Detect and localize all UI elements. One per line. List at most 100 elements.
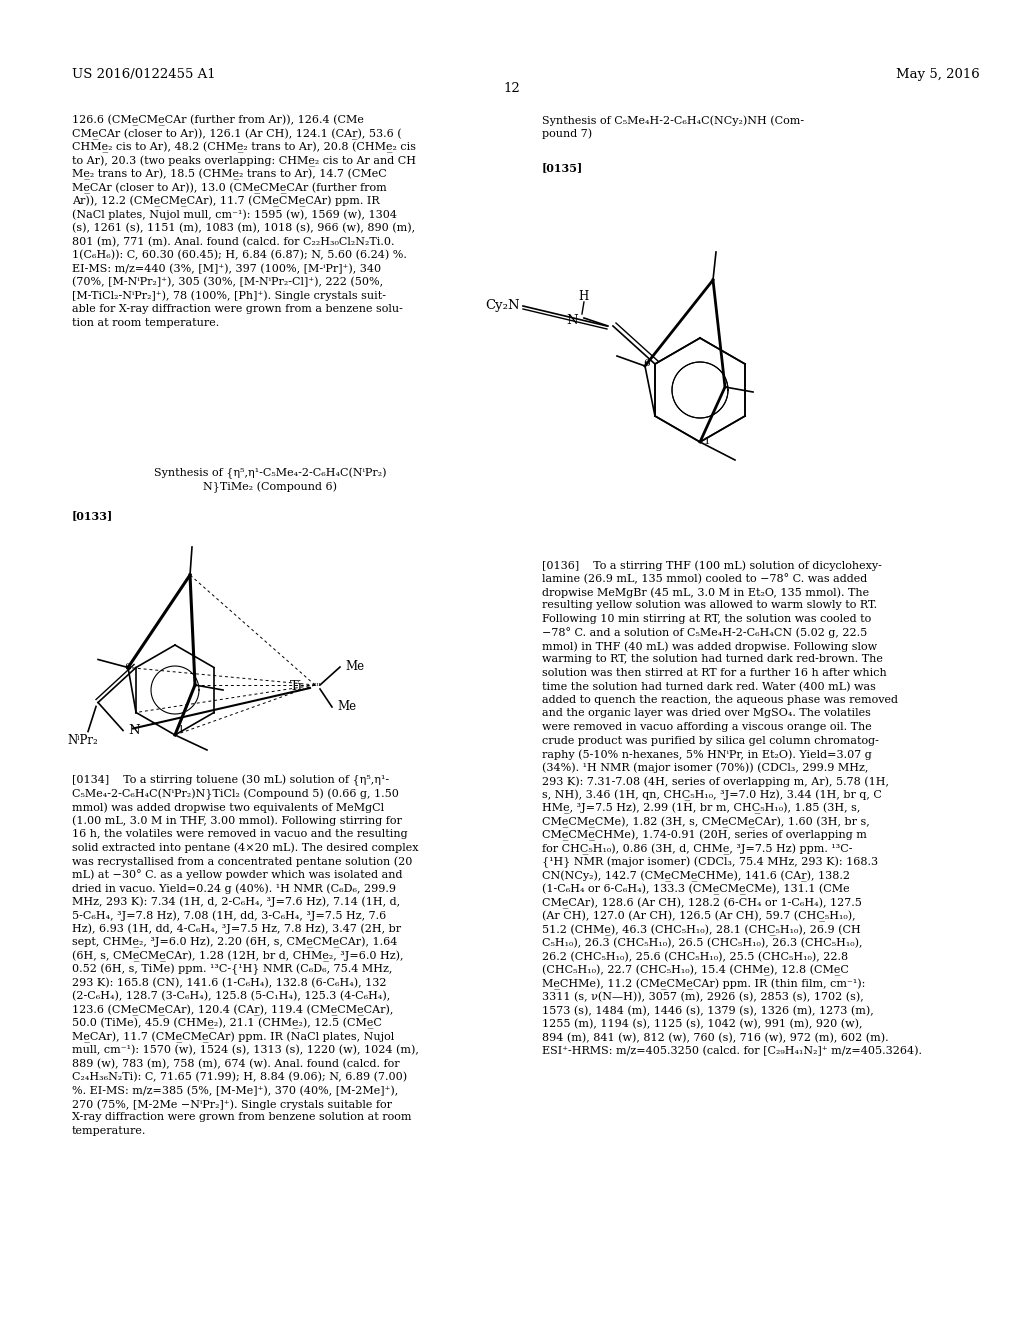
Text: mmol) was added dropwise two equivalents of MeMgCl: mmol) was added dropwise two equivalents… bbox=[72, 803, 384, 813]
Text: resulting yellow solution was allowed to warm slowly to RT.: resulting yellow solution was allowed to… bbox=[542, 601, 878, 610]
Text: (6H, s, CMe̲CMe̲CAr), 1.28 (12H, br d, CHMe̲₂, ³J=6.0 Hz),: (6H, s, CMe̲CMe̲CAr), 1.28 (12H, br d, C… bbox=[72, 950, 403, 962]
Text: 123.6 (CMe̲CMe̲CAr), 120.4 (CAr̲), 119.4 (CMe̲CMe̲CAr),: 123.6 (CMe̲CMe̲CAr), 120.4 (CAr̲), 119.4… bbox=[72, 1005, 393, 1016]
Text: Ar)), 12.2 (CMe̲CMe̲CAr), 11.7 (CMe̲CMe̲CAr) ppm. IR: Ar)), 12.2 (CMe̲CMe̲CAr), 11.7 (CMe̲CMe̲… bbox=[72, 195, 380, 207]
Text: [0133]: [0133] bbox=[72, 510, 114, 521]
Text: added to quench the reaction, the aqueous phase was removed: added to quench the reaction, the aqueou… bbox=[542, 696, 898, 705]
Text: C₅Me₄-2-C₆H₄C(NⁱPr₂)N}TiCl₂ (Compound 5) (0.66 g, 1.50: C₅Me₄-2-C₆H₄C(NⁱPr₂)N}TiCl₂ (Compound 5)… bbox=[72, 788, 399, 800]
Text: (NaCl plates, Nujol mull, cm⁻¹): 1595 (w), 1569 (w), 1304: (NaCl plates, Nujol mull, cm⁻¹): 1595 (w… bbox=[72, 210, 397, 220]
Text: CMe̲CAr), 128.6 (Ar CH), 128.2 (6-CH₄ or 1-C₆H₄), 127.5: CMe̲CAr), 128.6 (Ar CH), 128.2 (6-CH₄ or… bbox=[542, 898, 862, 908]
Text: to Ar), 20.3 (two peaks overlapping: CHMe̲₂ cis to Ar and CH: to Ar), 20.3 (two peaks overlapping: CHM… bbox=[72, 156, 416, 166]
Text: ESI⁺-HRMS: m/z=405.3250 (calcd. for [C₂₉H₄₁N₂]⁺ m/z=405.3264).: ESI⁺-HRMS: m/z=405.3250 (calcd. for [C₂₉… bbox=[542, 1045, 922, 1056]
Text: was recrystallised from a concentrated pentane solution (20: was recrystallised from a concentrated p… bbox=[72, 855, 413, 866]
Text: CMe̲CMe̲CMe), 1.82 (3H, s, CMe̲CMe̲CAr), 1.60 (3H, br s,: CMe̲CMe̲CMe), 1.82 (3H, s, CMe̲CMe̲CAr),… bbox=[542, 817, 869, 828]
Text: %. EI-MS: m/z=385 (5%, [M-Me]⁺), 370 (40%, [M-2Me]⁺),: %. EI-MS: m/z=385 (5%, [M-Me]⁺), 370 (40… bbox=[72, 1085, 398, 1096]
Text: able for X-ray diffraction were grown from a benzene solu-: able for X-ray diffraction were grown fr… bbox=[72, 304, 402, 314]
Text: 16 h, the volatiles were removed in vacuo and the resulting: 16 h, the volatiles were removed in vacu… bbox=[72, 829, 408, 840]
Text: (1-C₆H₄ or 6-C₆H₄), 133.3 (CMe̲CMe̲CMe), 131.1 (CMe: (1-C₆H₄ or 6-C₆H₄), 133.3 (CMe̲CMe̲CMe),… bbox=[542, 884, 850, 895]
Text: (34%). ¹H NMR (major isomer (70%)) (CDCl₃, 299.9 MHz,: (34%). ¹H NMR (major isomer (70%)) (CDCl… bbox=[542, 763, 868, 774]
Text: warming to RT, the solution had turned dark red-brown. The: warming to RT, the solution had turned d… bbox=[542, 655, 883, 664]
Text: Hz), 6.93 (1H, dd, 4-C₆H₄, ³J=7.5 Hz, 7.8 Hz), 3.47 (2H, br: Hz), 6.93 (1H, dd, 4-C₆H₄, ³J=7.5 Hz, 7.… bbox=[72, 924, 401, 935]
Text: 5-C₆H₄, ³J=7.8 Hz), 7.08 (1H, dd, 3-C₆H₄, ³J=7.5 Hz, 7.6: 5-C₆H₄, ³J=7.8 Hz), 7.08 (1H, dd, 3-C₆H₄… bbox=[72, 909, 386, 920]
Text: 6: 6 bbox=[643, 359, 650, 368]
Text: C₅H₁₀), 26.3 (CHC₅H₁₀), 26.5 (CHC₅H₁₀), 26.3 (CHC₅H₁₀),: C₅H₁₀), 26.3 (CHC₅H₁₀), 26.5 (CHC₅H₁₀), … bbox=[542, 939, 862, 948]
Text: 1: 1 bbox=[705, 437, 711, 446]
Text: 293 K): 165.8 (CN), 141.6 (1-C₆H₄), 132.8 (6-C₆H₄), 132: 293 K): 165.8 (CN), 141.6 (1-C₆H₄), 132.… bbox=[72, 978, 386, 987]
Text: sept, CHMe̲₂, ³J=6.0 Hz), 2.20 (6H, s, CMe̲CMe̲CAr), 1.64: sept, CHMe̲₂, ³J=6.0 Hz), 2.20 (6H, s, C… bbox=[72, 937, 397, 948]
Text: Following 10 min stirring at RT, the solution was cooled to: Following 10 min stirring at RT, the sol… bbox=[542, 614, 871, 624]
Text: mmol) in THF (40 mL) was added dropwise. Following slow: mmol) in THF (40 mL) was added dropwise.… bbox=[542, 642, 878, 652]
Text: and the organic layer was dried over MgSO₄. The volatiles: and the organic layer was dried over MgS… bbox=[542, 709, 870, 718]
Text: pound 7): pound 7) bbox=[542, 128, 592, 139]
Text: 293 K): 7.31-7.08 (4H, series of overlapping m, Ar), 5.78 (1H,: 293 K): 7.31-7.08 (4H, series of overlap… bbox=[542, 776, 889, 787]
Text: {¹H} NMR (major isomer) (CDCl₃, 75.4 MHz, 293 K): 168.3: {¹H} NMR (major isomer) (CDCl₃, 75.4 MHz… bbox=[542, 857, 879, 869]
Text: MHz, 293 K): 7.34 (1H, d, 2-C₆H₄, ³J=7.6 Hz), 7.14 (1H, d,: MHz, 293 K): 7.34 (1H, d, 2-C₆H₄, ³J=7.6… bbox=[72, 896, 400, 907]
Text: [0135]: [0135] bbox=[542, 162, 584, 173]
Text: 3311 (s, ν(N—H)), 3057 (m), 2926 (s), 2853 (s), 1702 (s),: 3311 (s, ν(N—H)), 3057 (m), 2926 (s), 28… bbox=[542, 993, 864, 1002]
Text: [0136]    To a stirring THF (100 mL) solution of dicyclohexy-: [0136] To a stirring THF (100 mL) soluti… bbox=[542, 560, 882, 570]
Text: N}TiMe₂ (Compound 6): N}TiMe₂ (Compound 6) bbox=[203, 482, 337, 492]
Text: H: H bbox=[579, 289, 589, 302]
Text: Ti: Ti bbox=[290, 681, 303, 693]
Text: 126.6 (CMe̲CMe̲CAr (further from Ar)), 126.4 (CMe: 126.6 (CMe̲CMe̲CAr (further from Ar)), 1… bbox=[72, 115, 364, 127]
Text: (Ar CH), 127.0 (Ar CH), 126.5 (Ar CH), 59.7 (CHC̲₅H₁₀),: (Ar CH), 127.0 (Ar CH), 126.5 (Ar CH), 5… bbox=[542, 911, 856, 923]
Text: lamine (26.9 mL, 135 mmol) cooled to −78° C. was added: lamine (26.9 mL, 135 mmol) cooled to −78… bbox=[542, 573, 867, 585]
Text: EI-MS: m/z=440 (3%, [M]⁺), 397 (100%, [M-ⁱPr]⁺), 340: EI-MS: m/z=440 (3%, [M]⁺), 397 (100%, [M… bbox=[72, 264, 381, 273]
Text: (s), 1261 (s), 1151 (m), 1083 (m), 1018 (s), 966 (w), 890 (m),: (s), 1261 (s), 1151 (m), 1083 (m), 1018 … bbox=[72, 223, 415, 234]
Text: CMe̲CAr (closer to Ar)), 126.1 (Ar CH), 124.1 (CAr̲), 53.6 (: CMe̲CAr (closer to Ar)), 126.1 (Ar CH), … bbox=[72, 128, 401, 140]
Text: (1.00 mL, 3.0 M in THF, 3.00 mmol). Following stirring for: (1.00 mL, 3.0 M in THF, 3.00 mmol). Foll… bbox=[72, 816, 401, 826]
Text: Me̲CAr), 11.7 (CMe̲CMe̲CAr) ppm. IR (NaCl plates, Nujol: Me̲CAr), 11.7 (CMe̲CMe̲CAr) ppm. IR (NaC… bbox=[72, 1031, 394, 1043]
Text: 51.2 (CHMe̲), 46.3 (CHC₅H₁₀), 28.1 (CHC̲₅H₁₀), 26.9 (CH: 51.2 (CHMe̲), 46.3 (CHC₅H₁₀), 28.1 (CHC̲… bbox=[542, 924, 861, 936]
Text: Synthesis of C₅Me₄H-2-C₆H₄C(NCy₂)NH (Com-: Synthesis of C₅Me₄H-2-C₆H₄C(NCy₂)NH (Com… bbox=[542, 115, 804, 125]
Text: 801 (m), 771 (m). Anal. found (calcd. for C₂₂H₃₀Cl₂N₂Ti.0.: 801 (m), 771 (m). Anal. found (calcd. fo… bbox=[72, 236, 394, 247]
Text: (2-C₆H₄), 128.7 (3-C₆H₄), 125.8 (5-C₁H₄), 125.3 (4-C₆H₄),: (2-C₆H₄), 128.7 (3-C₆H₄), 125.8 (5-C₁H₄)… bbox=[72, 991, 390, 1002]
Text: 270 (75%, [M-2Me −NⁱPr₂]⁺). Single crystals suitable for: 270 (75%, [M-2Me −NⁱPr₂]⁺). Single cryst… bbox=[72, 1100, 392, 1110]
Text: (CHC₅H₁₀), 22.7 (CHC₅H₁₀), 15.4 (CHMe̲), 12.8 (CMe̲C: (CHC₅H₁₀), 22.7 (CHC₅H₁₀), 15.4 (CHMe̲),… bbox=[542, 965, 849, 977]
Text: N: N bbox=[566, 314, 578, 326]
Text: −78° C. and a solution of C₅Me₄H-2-C₆H₄CN (5.02 g, 22.5: −78° C. and a solution of C₅Me₄H-2-C₆H₄C… bbox=[542, 627, 867, 639]
Text: time the solution had turned dark red. Water (400 mL) was: time the solution had turned dark red. W… bbox=[542, 681, 876, 692]
Text: 0.52 (6H, s, TiMe) ppm. ¹³C-{¹H} NMR (C₆D₆, 75.4 MHz,: 0.52 (6H, s, TiMe) ppm. ¹³C-{¹H} NMR (C₆… bbox=[72, 964, 392, 975]
Text: temperature.: temperature. bbox=[72, 1126, 146, 1137]
Text: 889 (w), 783 (m), 758 (m), 674 (w). Anal. found (calcd. for: 889 (w), 783 (m), 758 (m), 674 (w). Anal… bbox=[72, 1059, 399, 1069]
Text: US 2016/0122455 A1: US 2016/0122455 A1 bbox=[72, 69, 216, 81]
Text: 1255 (m), 1194 (s), 1125 (s), 1042 (w), 991 (m), 920 (w),: 1255 (m), 1194 (s), 1125 (s), 1042 (w), … bbox=[542, 1019, 862, 1030]
Text: N: N bbox=[128, 723, 139, 737]
Text: 26.2 (CHC₅H₁₀), 25.6 (CHC₅H₁₀), 25.5 (CHC₅H₁₀), 22.8: 26.2 (CHC₅H₁₀), 25.6 (CHC₅H₁₀), 25.5 (CH… bbox=[542, 952, 848, 962]
Text: [0134]    To a stirring toluene (30 mL) solution of {η⁵,η¹-: [0134] To a stirring toluene (30 mL) sol… bbox=[72, 775, 389, 787]
Text: X-ray diffraction were grown from benzene solution at room: X-ray diffraction were grown from benzen… bbox=[72, 1113, 412, 1122]
Text: CN(NCy₂), 142.7 (CMe̲CMe̲CHMe), 141.6 (CAr̲), 138.2: CN(NCy₂), 142.7 (CMe̲CMe̲CHMe), 141.6 (C… bbox=[542, 870, 850, 882]
Text: May 5, 2016: May 5, 2016 bbox=[896, 69, 980, 81]
Text: dried in vacuo. Yield=0.24 g (40%). ¹H NMR (C₆D₆, 299.9: dried in vacuo. Yield=0.24 g (40%). ¹H N… bbox=[72, 883, 396, 894]
Text: Me̲CHMe), 11.2 (CMe̲CMe̲CAr) ppm. IR (thin film, cm⁻¹):: Me̲CHMe), 11.2 (CMe̲CMe̲CAr) ppm. IR (th… bbox=[542, 978, 865, 990]
Text: 1: 1 bbox=[178, 726, 184, 734]
Text: Cy₂N: Cy₂N bbox=[485, 300, 520, 313]
Text: 6: 6 bbox=[124, 663, 131, 672]
Text: crude product was purified by silica gel column chromatog-: crude product was purified by silica gel… bbox=[542, 735, 879, 746]
Text: Synthesis of {η⁵,η¹-C₅Me₄-2-C₆H₄C(NⁱPr₂): Synthesis of {η⁵,η¹-C₅Me₄-2-C₆H₄C(NⁱPr₂) bbox=[154, 469, 386, 479]
Text: were removed in vacuo affording a viscous orange oil. The: were removed in vacuo affording a viscou… bbox=[542, 722, 871, 733]
Text: 1(C₆H₆)): C, 60.30 (60.45); H, 6.84 (6.87); N, 5.60 (6.24) %.: 1(C₆H₆)): C, 60.30 (60.45); H, 6.84 (6.8… bbox=[72, 249, 407, 260]
Text: s, NH), 3.46 (1H, qn, CHC̲₅H₁₀, ³J=7.0 Hz), 3.44 (1H, br q, C: s, NH), 3.46 (1H, qn, CHC̲₅H₁₀, ³J=7.0 H… bbox=[542, 789, 882, 801]
Text: tion at room temperature.: tion at room temperature. bbox=[72, 318, 219, 327]
Text: Me: Me bbox=[345, 660, 365, 673]
Text: mull, cm⁻¹): 1570 (w), 1524 (s), 1313 (s), 1220 (w), 1024 (m),: mull, cm⁻¹): 1570 (w), 1524 (s), 1313 (s… bbox=[72, 1045, 419, 1056]
Text: NⁱPr₂: NⁱPr₂ bbox=[68, 734, 98, 747]
Text: 1573 (s), 1484 (m), 1446 (s), 1379 (s), 1326 (m), 1273 (m),: 1573 (s), 1484 (m), 1446 (s), 1379 (s), … bbox=[542, 1006, 873, 1016]
Text: ᴵᴵᴵᴵ: ᴵᴵᴵᴵ bbox=[313, 682, 322, 690]
Text: raphy (5-10% n-hexanes, 5% HNⁱPr, in Et₂O). Yield=3.07 g: raphy (5-10% n-hexanes, 5% HNⁱPr, in Et₂… bbox=[542, 748, 871, 759]
Text: Me: Me bbox=[337, 701, 356, 714]
Text: Me̲₂ trans to Ar), 18.5 (CHMe̲₂ trans to Ar), 14.7 (CMeC: Me̲₂ trans to Ar), 18.5 (CHMe̲₂ trans to… bbox=[72, 169, 387, 181]
Text: CMe̲CMe̲CHMe), 1.74-0.91 (20H, series of overlapping m: CMe̲CMe̲CHMe), 1.74-0.91 (20H, series of… bbox=[542, 830, 867, 841]
Text: HMe̲, ³J=7.5 Hz), 2.99 (1H, br m, CHC̲₅H₁₀), 1.85 (3H, s,: HMe̲, ³J=7.5 Hz), 2.99 (1H, br m, CHC̲₅H… bbox=[542, 803, 860, 814]
Text: dropwise MeMgBr (45 mL, 3.0 M in Et₂O, 135 mmol). The: dropwise MeMgBr (45 mL, 3.0 M in Et₂O, 1… bbox=[542, 587, 869, 598]
Text: Me̲CAr (closer to Ar)), 13.0 (CMe̲CMe̲CAr (further from: Me̲CAr (closer to Ar)), 13.0 (CMe̲CMe̲CA… bbox=[72, 182, 387, 194]
Text: C₂₄H₃₆N₂Ti): C, 71.65 (71.99); H, 8.84 (9.06); N, 6.89 (7.00): C₂₄H₃₆N₂Ti): C, 71.65 (71.99); H, 8.84 (… bbox=[72, 1072, 408, 1082]
Text: CHMe̲₂ cis to Ar), 48.2 (CHMe̲₂ trans to Ar), 20.8 (CHMe̲₂ cis: CHMe̲₂ cis to Ar), 48.2 (CHMe̲₂ trans to… bbox=[72, 143, 416, 153]
Text: 894 (m), 841 (w), 812 (w), 760 (s), 716 (w), 972 (m), 602 (m).: 894 (m), 841 (w), 812 (w), 760 (s), 716 … bbox=[542, 1032, 889, 1043]
Text: for CHC̲₅H₁₀), 0.86 (3H, d, CHMe̲, ³J=7.5 Hz) ppm. ¹³C-: for CHC̲₅H₁₀), 0.86 (3H, d, CHMe̲, ³J=7.… bbox=[542, 843, 853, 855]
Text: mL) at −30° C. as a yellow powder which was isolated and: mL) at −30° C. as a yellow powder which … bbox=[72, 870, 402, 880]
Text: [M-TiCl₂-NⁱPr₂]⁺), 78 (100%, [Ph]⁺). Single crystals suit-: [M-TiCl₂-NⁱPr₂]⁺), 78 (100%, [Ph]⁺). Sin… bbox=[72, 290, 386, 301]
Text: solution was then stirred at RT for a further 16 h after which: solution was then stirred at RT for a fu… bbox=[542, 668, 887, 678]
Text: (70%, [M-NⁱPr₂]⁺), 305 (30%, [M-NⁱPr₂-Cl]⁺), 222 (50%,: (70%, [M-NⁱPr₂]⁺), 305 (30%, [M-NⁱPr₂-Cl… bbox=[72, 277, 383, 288]
Text: 50.0 (TiMe), 45.9 (CHMe̲₂), 21.1 (CHMe̲₂), 12.5 (CMe̲C: 50.0 (TiMe), 45.9 (CHMe̲₂), 21.1 (CHMe̲₂… bbox=[72, 1018, 382, 1030]
